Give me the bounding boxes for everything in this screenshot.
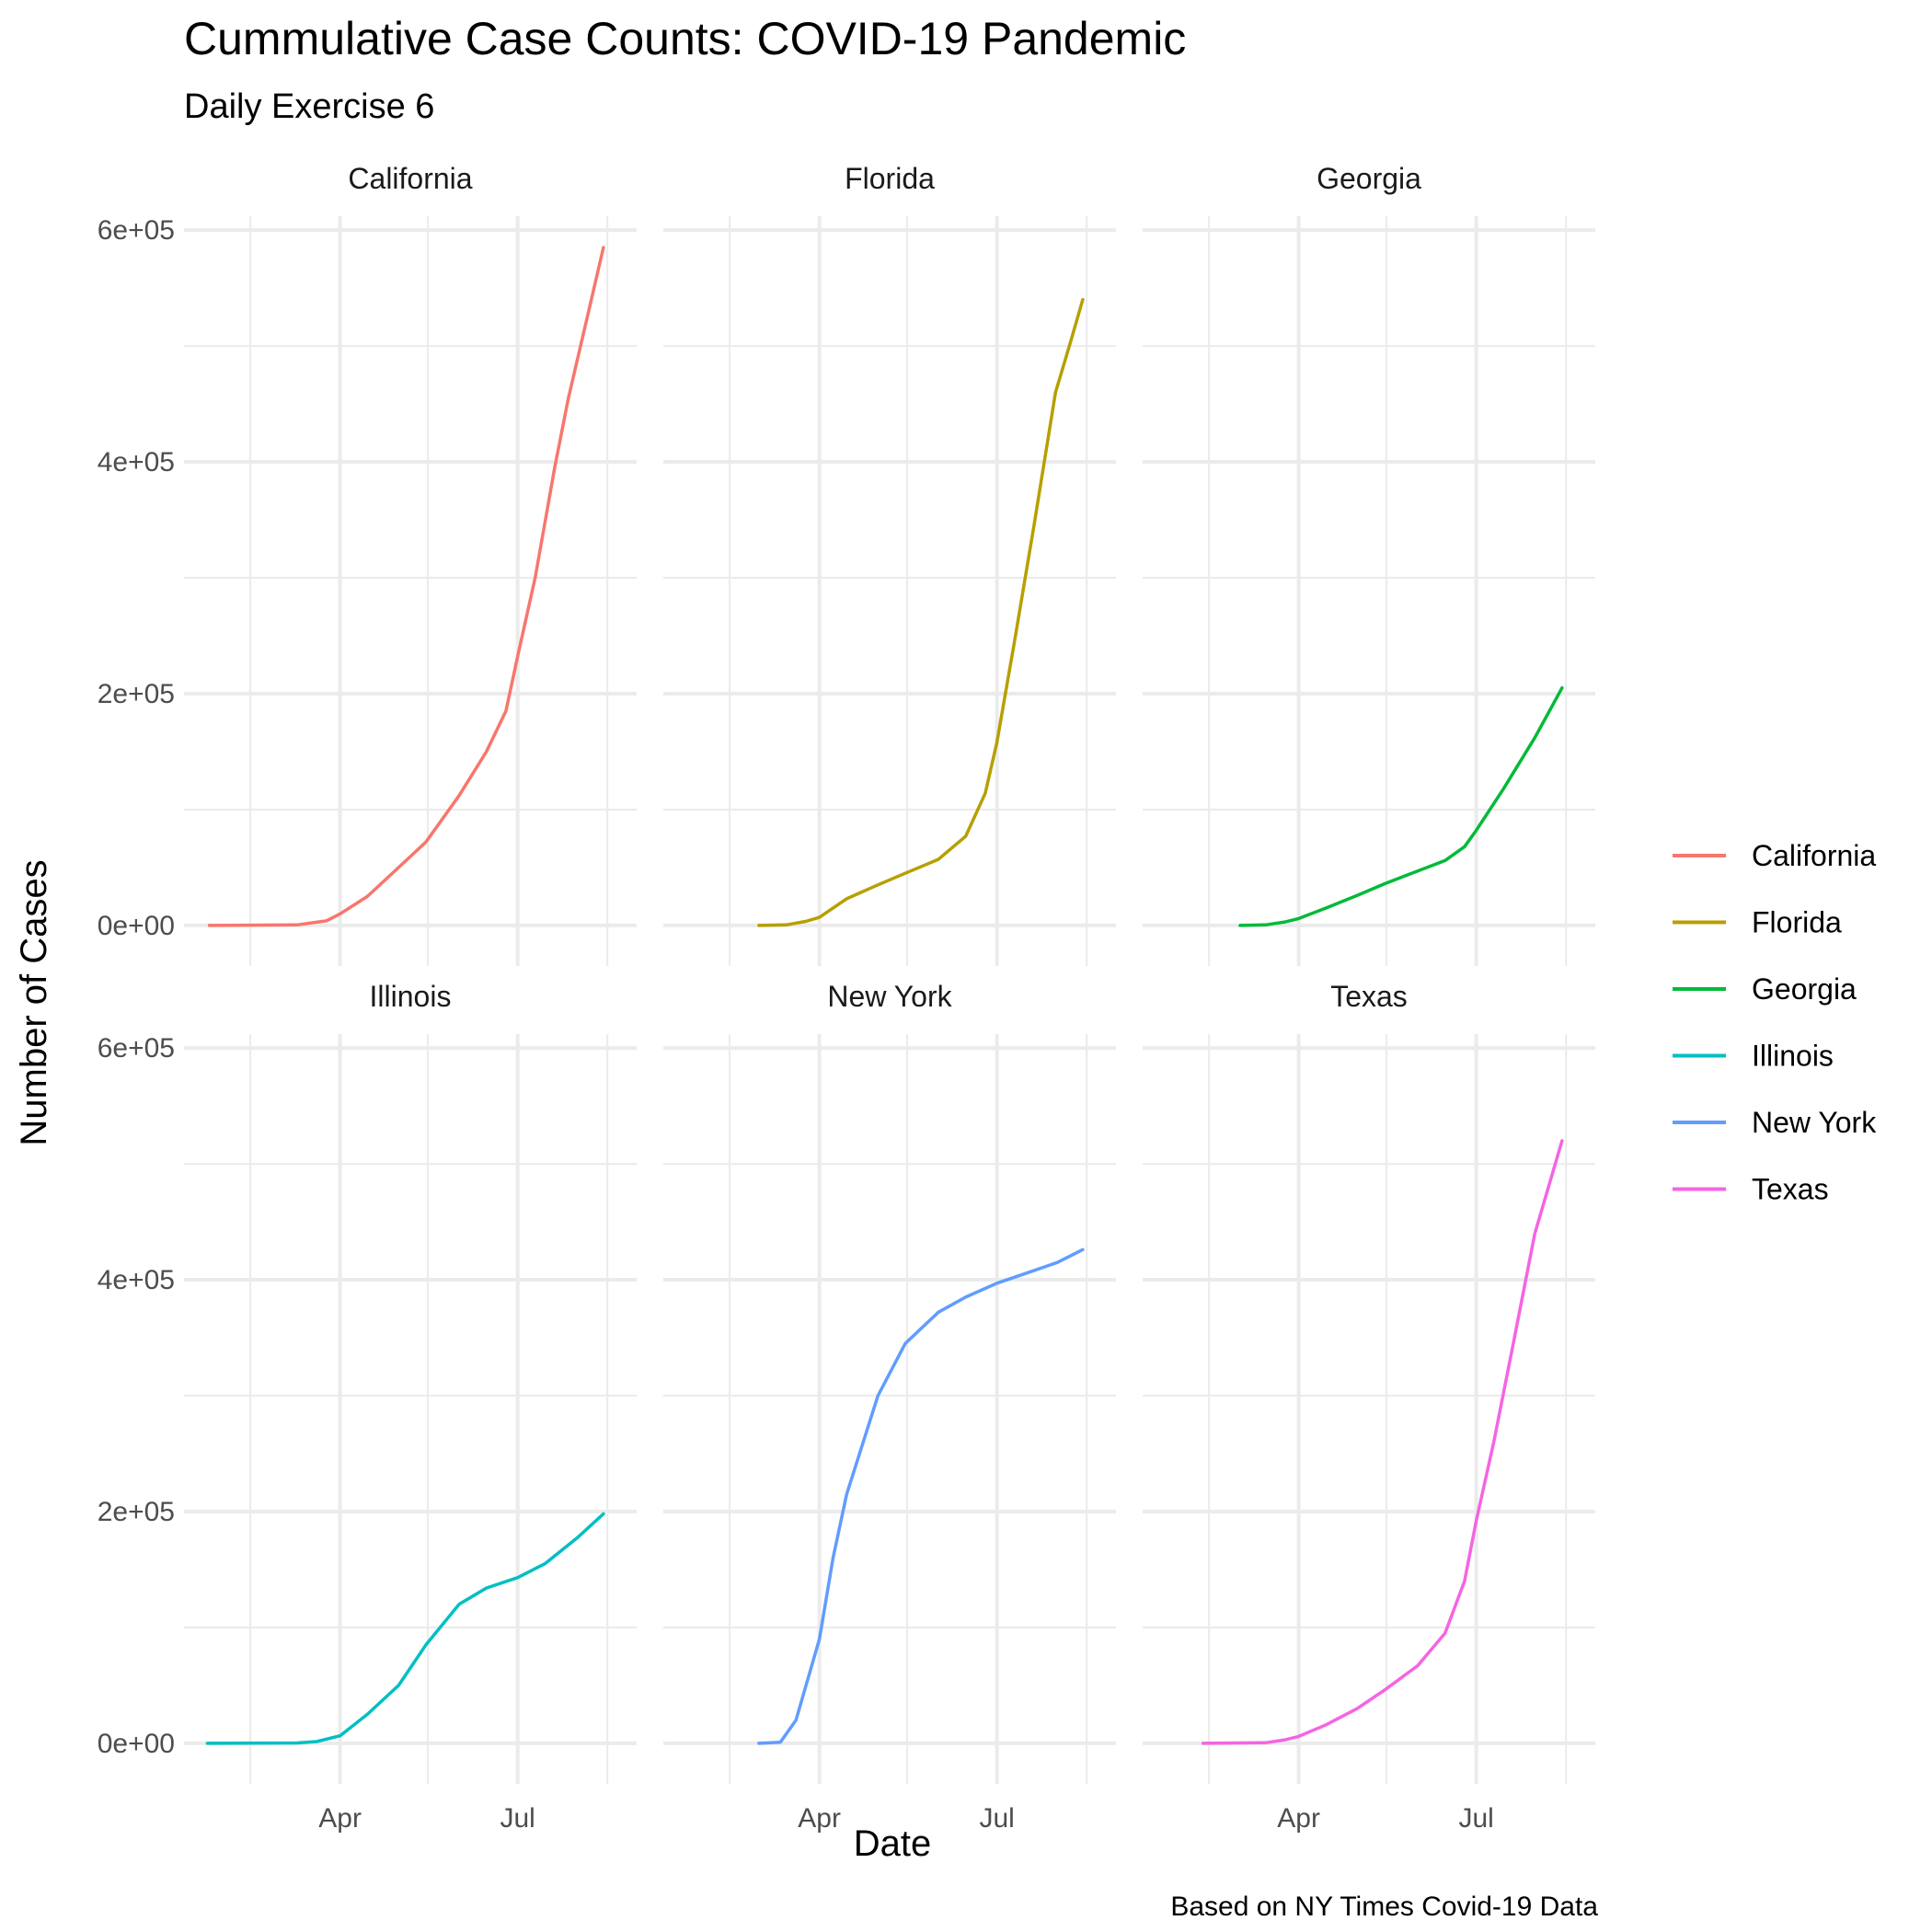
facet-label-florida: Florida (845, 162, 935, 195)
series-line-georgia (1238, 685, 1564, 927)
legend-label-new-york: New York (1752, 1106, 1877, 1139)
facet-panels: California 0e+00 2e+05 4e+05 6e+05 Florida Geo… (98, 162, 1595, 1834)
series-line-florida (757, 297, 1085, 927)
x-tick-label: Jul (500, 1803, 535, 1834)
y-tick-label: 6e+05 (98, 215, 175, 246)
series-line-new-york (757, 1248, 1085, 1745)
legend-item-illinois: Illinois (1673, 1040, 1834, 1073)
legend-label-california: California (1752, 839, 1876, 872)
x-tick-label: Apr (318, 1803, 362, 1834)
x-tick-label: Jul (1458, 1803, 1493, 1834)
y-tick-label: 2e+05 (98, 1497, 175, 1527)
legend-label-texas: Texas (1752, 1173, 1829, 1206)
panel-florida: Florida (663, 162, 1116, 966)
y-tick-label: 6e+05 (98, 1033, 175, 1064)
panel-texas: Texas Apr Jul (1143, 980, 1595, 1834)
y-tick-label: 0e+00 (98, 911, 175, 941)
legend-item-georgia: Georgia (1673, 972, 1857, 1006)
chart-title: Cummulative Case Counts: COVID-19 Pandem… (184, 13, 1186, 64)
legend-label-georgia: Georgia (1752, 972, 1857, 1006)
series-line-illinois (205, 1512, 605, 1745)
x-tick-label: Apr (1277, 1803, 1320, 1834)
legend-item-florida: Florida (1673, 906, 1842, 939)
y-axis-title: Number of Cases (14, 859, 54, 1145)
x-tick-label: Jul (979, 1803, 1014, 1834)
panel-new-york: New York Apr Jul (663, 980, 1116, 1834)
facet-label-illinois: Illinois (370, 980, 452, 1013)
legend-item-california: California (1673, 839, 1876, 872)
facet-label-texas: Texas (1330, 980, 1408, 1013)
y-tick-label: 4e+05 (98, 447, 175, 477)
facet-label-new-york: New York (827, 980, 952, 1013)
panel-illinois: Illinois 0e+00 2e+05 4e+05 6e+05 Apr Jul (98, 980, 637, 1834)
x-tick-label: Apr (798, 1803, 841, 1834)
legend-item-new-york: New York (1673, 1106, 1877, 1139)
y-tick-label: 0e+00 (98, 1729, 175, 1759)
legend-item-texas: Texas (1673, 1173, 1829, 1206)
series-line-texas (1201, 1139, 1564, 1745)
legend-label-illinois: Illinois (1752, 1040, 1834, 1073)
legend-label-florida: Florida (1752, 906, 1842, 939)
legend: California Florida Georgia Illinois New York… (1673, 839, 1877, 1206)
panel-california: California 0e+00 2e+05 4e+05 6e+05 (98, 162, 637, 966)
y-tick-label: 4e+05 (98, 1265, 175, 1295)
chart-subtitle: Daily Exercise 6 (184, 87, 434, 126)
x-axis-title: Date (854, 1823, 932, 1864)
series-line-california (207, 246, 605, 927)
panel-georgia: Georgia (1143, 162, 1595, 966)
facet-label-california: California (348, 162, 472, 195)
facet-label-georgia: Georgia (1317, 162, 1421, 195)
chart-caption: Based on NY Times Covid-19 Data (1170, 1892, 1598, 1922)
y-tick-label: 2e+05 (98, 679, 175, 709)
